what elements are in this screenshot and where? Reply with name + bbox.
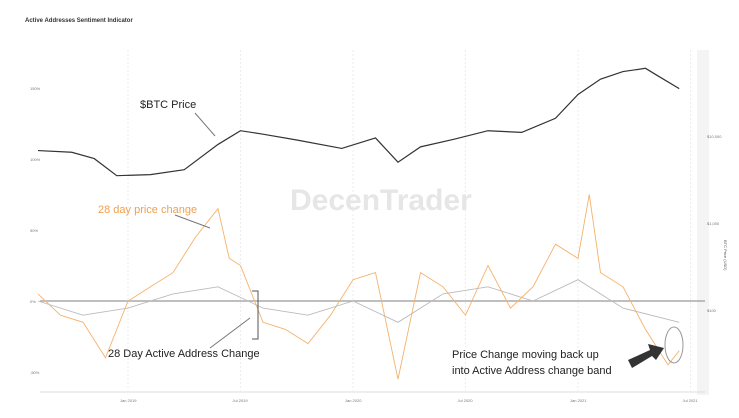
annotation-pointer bbox=[174, 214, 211, 229]
left-tick-label: 150% bbox=[30, 86, 41, 91]
annotation-note-1: Price Change moving back up bbox=[452, 349, 599, 361]
left-tick-label: 0% bbox=[30, 299, 36, 304]
left-tick-label: -50% bbox=[30, 370, 40, 375]
series-28-day-active-address-change bbox=[37, 279, 680, 323]
watermark: DecenTrader bbox=[290, 184, 472, 217]
series-btc-price bbox=[37, 67, 680, 177]
x-tick-label: Jul 2021 bbox=[683, 398, 699, 403]
right-tick-label: $100 bbox=[707, 308, 717, 313]
x-tick-label: Jan 2019 bbox=[120, 398, 137, 403]
right-tick-label: $10,000 bbox=[707, 134, 722, 139]
arrow-icon bbox=[628, 344, 664, 368]
annotation-note-2: into Active Address change band bbox=[452, 365, 612, 377]
x-tick-label: Jul 2020 bbox=[458, 398, 474, 403]
annotation-pointer bbox=[209, 317, 251, 349]
x-tick-label: Jan 2021 bbox=[570, 398, 587, 403]
x-tick-label: Jan 2020 bbox=[345, 398, 362, 403]
bracket bbox=[252, 290, 259, 340]
right-tick-label: $1,000 bbox=[707, 221, 720, 226]
annotation-price-change: 28 day price change bbox=[98, 204, 197, 216]
annotation-pointer bbox=[194, 112, 216, 137]
right-scrollbar[interactable] bbox=[697, 50, 709, 395]
annotation-active-address: 28 Day Active Address Change bbox=[108, 348, 260, 360]
chart-title: Active Addresses Sentiment Indicator bbox=[25, 18, 133, 24]
right-axis-label: BTC Price (USD) bbox=[723, 240, 728, 271]
highlight-circle bbox=[664, 326, 684, 364]
annotation-btc-price: $BTC Price bbox=[140, 99, 196, 111]
series-28-day-price-change bbox=[37, 194, 680, 380]
left-tick-label: 100% bbox=[30, 157, 41, 162]
x-tick-label: Jul 2019 bbox=[233, 398, 249, 403]
left-tick-label: 50% bbox=[30, 228, 38, 233]
